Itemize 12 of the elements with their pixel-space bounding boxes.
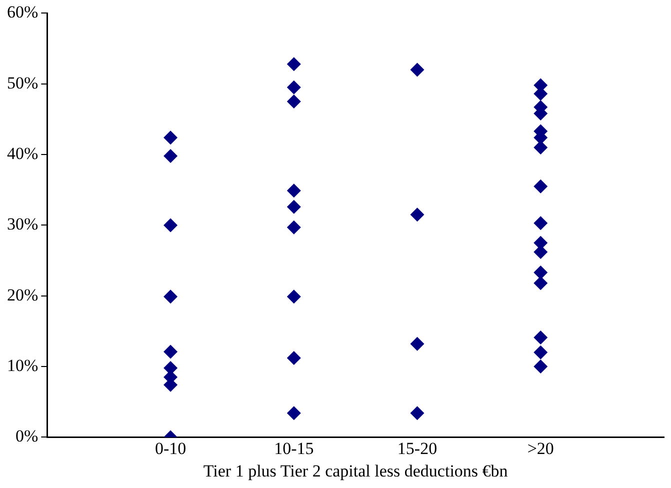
- y-tick-label: 50%: [6, 73, 38, 92]
- y-tick-label: 30%: [6, 214, 38, 234]
- y-tick-label: 10%: [6, 356, 38, 375]
- x-tick-label: >20: [527, 438, 554, 458]
- y-tick-label: 0%: [15, 426, 38, 446]
- x-axis-title: Tier 1 plus Tier 2 capital less deductions €bn: [203, 461, 508, 480]
- y-tick-label: 60%: [6, 2, 38, 22]
- x-tick-label: 10-15: [274, 438, 314, 458]
- x-tick-label: 0-10: [154, 438, 186, 458]
- x-tick-label: 15-20: [397, 438, 438, 458]
- y-tick-label: 20%: [6, 285, 38, 304]
- y-tick-label: 40%: [6, 144, 38, 163]
